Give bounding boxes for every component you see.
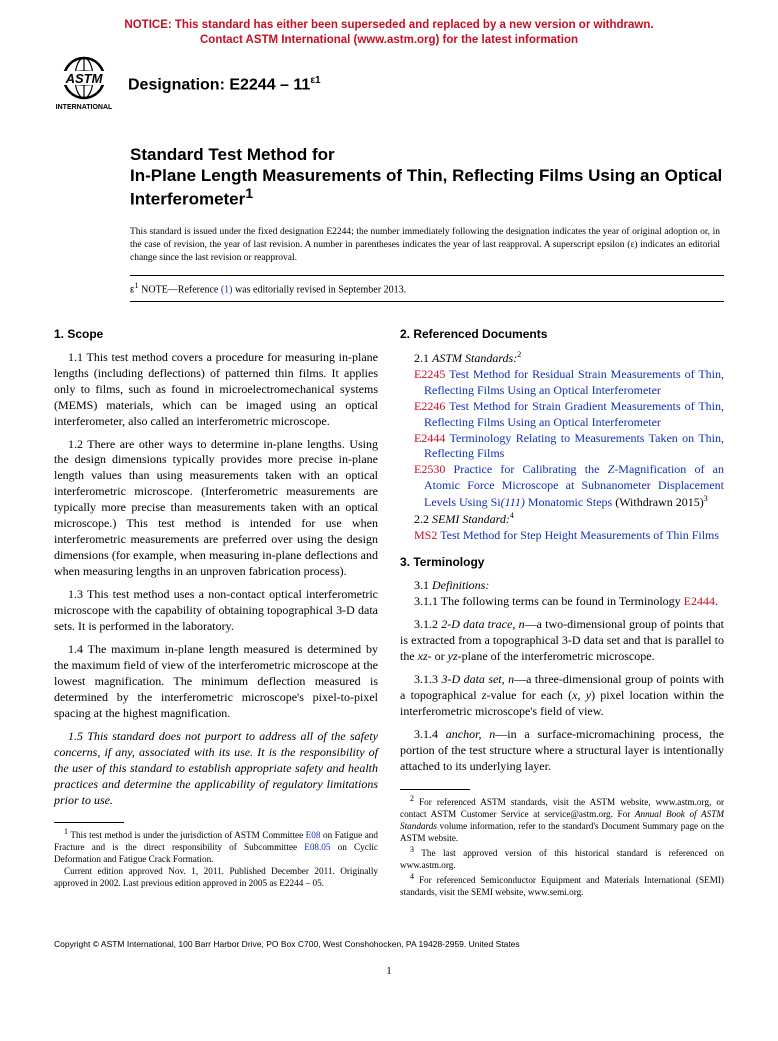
- link-e0805[interactable]: E08.05: [304, 842, 330, 852]
- title-main: In-Plane Length Measurements of Thin, Re…: [130, 165, 724, 210]
- header: INTERNATIONAL ASTM Designation: E2244 – …: [54, 56, 724, 114]
- footnote-2: 2 For referenced ASTM standards, visit t…: [400, 794, 724, 845]
- note-ref-link[interactable]: (1): [221, 284, 233, 295]
- para-3-1-1: 3.1.1 The following terms can be found i…: [400, 594, 724, 610]
- footnote-1: 1 This test method is under the jurisdic…: [54, 827, 378, 866]
- editorial-note: ε1 NOTE—Reference (1) was editorially re…: [130, 275, 724, 302]
- ref-e2245[interactable]: E2245 Test Method for Residual Strain Me…: [400, 367, 724, 399]
- para-1-1: 1.1 This test method covers a procedure …: [54, 350, 378, 430]
- title-footnote-ref: 1: [245, 186, 253, 202]
- notice-line1: NOTICE: This standard has either been su…: [124, 19, 653, 31]
- notice-line2: Contact ASTM International (www.astm.org…: [200, 34, 578, 46]
- para-1-5: 1.5 This standard does not purport to ad…: [54, 729, 378, 809]
- footnote-rule-right: [400, 789, 470, 790]
- note-label: NOTE—Reference: [139, 284, 221, 295]
- para-3-1-2: 3.1.2 2-D data trace, n—a two-dimensiona…: [400, 617, 724, 665]
- ref-e2530[interactable]: E2530 Practice for Calibrating the Z-Mag…: [400, 462, 724, 511]
- para-3-1-4: 3.1.4 anchor, n—in a surface-micromachin…: [400, 727, 724, 775]
- body-columns: 1. Scope 1.1 This test method covers a p…: [54, 326, 724, 899]
- designation: Designation: E2244 – 11ε1: [128, 56, 321, 96]
- footnote-4: 4 For referenced Semiconductor Equipment…: [400, 872, 724, 899]
- notice-banner: NOTICE: This standard has either been su…: [54, 18, 724, 48]
- designation-text: Designation: E2244 – 11: [128, 76, 310, 93]
- link-e08[interactable]: E08: [306, 831, 321, 841]
- footnote-3: 3 The last approved version of this hist…: [400, 845, 724, 872]
- copyright: Copyright © ASTM International, 100 Barr…: [54, 939, 724, 950]
- refdocs-heading: 2. Referenced Documents: [400, 326, 724, 342]
- scope-heading: 1. Scope: [54, 326, 378, 342]
- para-1-2: 1.2 There are other ways to determine in…: [54, 437, 378, 581]
- right-column: 2. Referenced Documents 2.1 ASTM Standar…: [400, 326, 724, 899]
- note-rest: was editorially revised in September 201…: [233, 284, 407, 295]
- footnote-rule-left: [54, 822, 124, 823]
- ref-ms2[interactable]: MS2 Test Method for Step Height Measurem…: [400, 528, 724, 544]
- ref-e2246[interactable]: E2246 Test Method for Strain Gradient Me…: [400, 399, 724, 431]
- title-block: Standard Test Method for In-Plane Length…: [130, 144, 724, 210]
- definitions-label: 3.1 Definitions:: [400, 578, 724, 594]
- terminology-heading: 3. Terminology: [400, 554, 724, 570]
- page-number: 1: [54, 964, 724, 979]
- para-3-1-3: 3.1.3 3-D data set, n—a three-dimensiona…: [400, 672, 724, 720]
- designation-sup: ε1: [310, 75, 320, 86]
- semi-standard-label: 2.2 SEMI Standard:4: [400, 511, 724, 528]
- title-prefix: Standard Test Method for: [130, 144, 724, 165]
- ref-e2444[interactable]: E2444 Terminology Relating to Measuremen…: [400, 431, 724, 463]
- svg-text:ASTM: ASTM: [65, 71, 104, 86]
- left-column: 1. Scope 1.1 This test method covers a p…: [54, 326, 378, 899]
- issuance-text: This standard is issued under the fixed …: [130, 226, 724, 264]
- svg-text:INTERNATIONAL: INTERNATIONAL: [56, 104, 113, 111]
- footnote-1b: Current edition approved Nov. 1, 2011. P…: [54, 866, 378, 890]
- para-1-3: 1.3 This test method uses a non-contact …: [54, 587, 378, 635]
- astm-standards-label: 2.1 ASTM Standards:2: [400, 350, 724, 367]
- link-e2444[interactable]: E2444: [684, 594, 715, 608]
- para-1-4: 1.4 The maximum in-plane length measured…: [54, 642, 378, 722]
- astm-logo: INTERNATIONAL ASTM: [54, 56, 114, 114]
